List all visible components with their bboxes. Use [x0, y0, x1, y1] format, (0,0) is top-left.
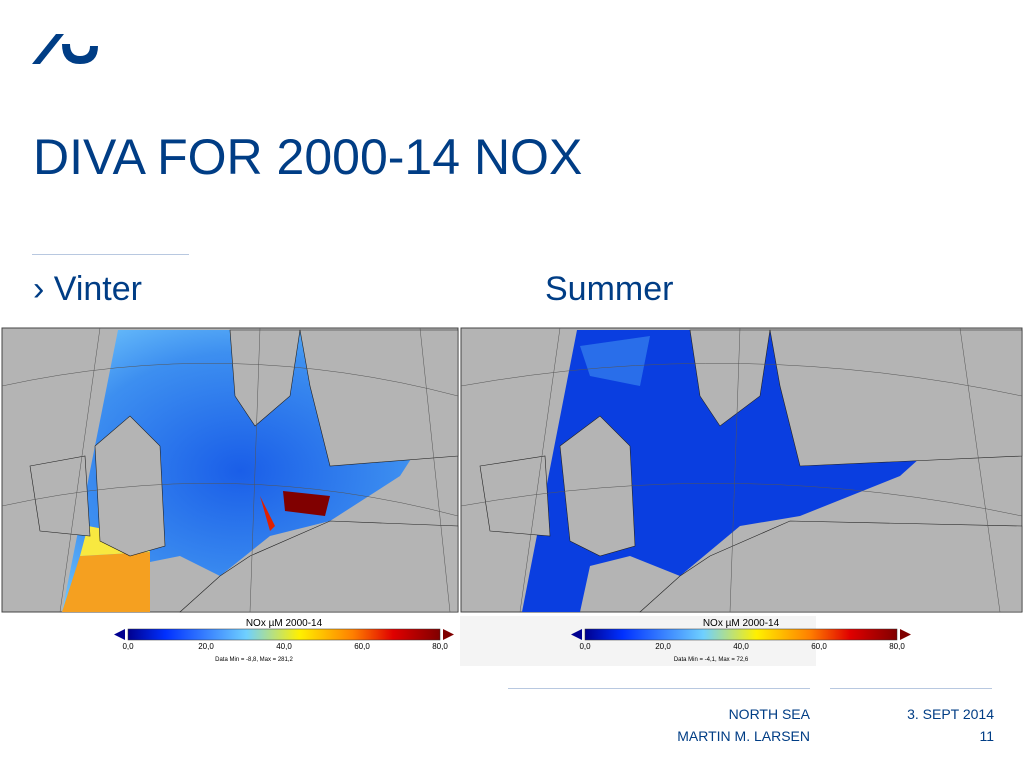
colorbar-title: NOx µM 2000-14: [246, 618, 323, 629]
colorbar-tick-label: 20,0: [198, 642, 214, 651]
footer-text: MARTIN M. LARSEN: [677, 728, 810, 744]
colorbar-tick-label: 0,0: [579, 642, 591, 651]
colorbar-arrow: [900, 629, 911, 640]
colorbar-arrow: [443, 629, 454, 640]
page-number: 11: [979, 728, 994, 744]
colorbar-tick-label: 60,0: [354, 642, 370, 651]
bullet: ›: [33, 270, 45, 308]
bullet-label: › Vinter: [33, 270, 142, 309]
footer-right: 3. SEPT 2014 11: [907, 703, 994, 747]
colorbar-background: [460, 616, 816, 666]
colorbar-title: NOx µM 2000-14: [703, 618, 780, 629]
footer-date: 3. SEPT 2014: [907, 706, 994, 722]
colorbar-tick-label: 60,0: [811, 642, 827, 651]
colorbar-tick-label: 80,0: [889, 642, 905, 651]
panel-label: Vinter: [53, 270, 142, 308]
colorbar-stats: Data Min = -4,1, Max = 72,6: [674, 657, 749, 663]
map-summer: [460, 327, 1023, 613]
colorbar-arrow: [114, 629, 125, 640]
divider: [830, 688, 992, 689]
colorbars: NOx µM 2000-14 0,0 20,0 40,0 60,0 80,0 Data Mi…: [114, 618, 911, 663]
colorbar-arrow: [571, 629, 582, 640]
panel-label: Summer: [545, 270, 674, 308]
footer-left: NORTH SEA MARTIN M. LARSEN: [677, 703, 810, 747]
map-winter: [1, 327, 459, 613]
colorbar: [127, 628, 441, 641]
divider: [32, 254, 189, 255]
colorbar-tick-label: 40,0: [733, 642, 749, 651]
colorbar-tick-label: 0,0: [122, 642, 134, 651]
slide-title: DIVA FOR 2000-14 NOX: [33, 129, 583, 185]
footer-text: NORTH SEA: [728, 706, 810, 722]
colorbar-tick-label: 20,0: [655, 642, 671, 651]
logo: [32, 34, 98, 64]
maps: [1, 327, 1023, 666]
colorbar-tick-label: 40,0: [276, 642, 292, 651]
divider: [508, 688, 810, 689]
colorbar-tick-label: 80,0: [432, 642, 448, 651]
colorbar: [584, 628, 898, 641]
colorbar-stats: Data Min = -8,8, Max = 281,2: [215, 657, 293, 663]
